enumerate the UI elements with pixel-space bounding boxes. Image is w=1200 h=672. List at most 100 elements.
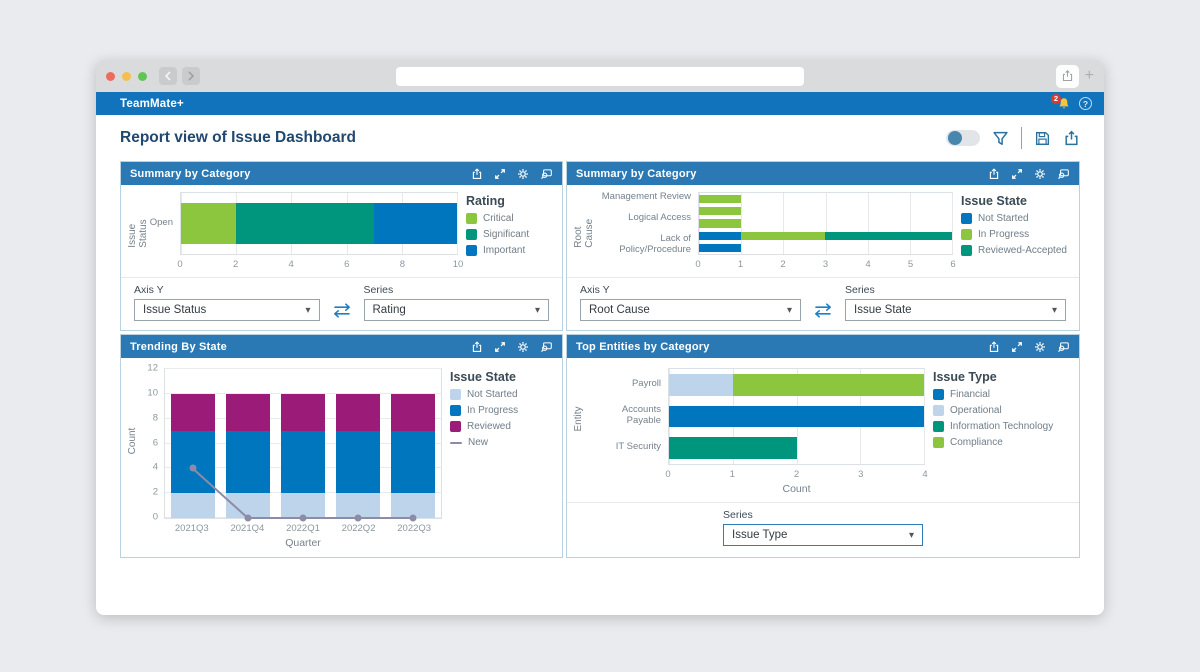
series-value: Issue State	[854, 304, 912, 316]
chart-legend: Issue State Not Started In Progress Reviewe…	[442, 368, 554, 550]
filter-icon	[993, 131, 1008, 145]
chevron-down-icon: ▾	[534, 304, 540, 316]
expand-icon[interactable]	[1011, 168, 1023, 180]
chart-legend: Rating Critical Significant Important	[458, 192, 554, 271]
legend-title: Rating	[466, 194, 505, 208]
legend-entry[interactable]: Compliance	[933, 437, 1071, 448]
axis-y-label: Axis Y	[134, 284, 164, 296]
chart-controls: Axis Y Issue Status ▾ Series Rating	[121, 277, 562, 330]
notification-bell-icon	[1059, 97, 1069, 108]
export-icon[interactable]	[471, 340, 483, 353]
legend-title: Issue Type	[933, 370, 997, 384]
legend-entry[interactable]: Significant	[466, 229, 554, 240]
chart-legend: Issue Type Financial Operational Informatio…	[925, 368, 1071, 496]
legend-entry[interactable]: Reviewed	[450, 421, 554, 432]
search-data-icon[interactable]	[1057, 341, 1070, 353]
series-label: Series	[845, 284, 875, 296]
back-button[interactable]	[159, 67, 177, 85]
axis-y-select[interactable]: Root Cause ▾	[580, 299, 801, 321]
chart-controls: Series Issue Type ▾	[567, 502, 1079, 557]
chevron-down-icon: ▾	[305, 304, 311, 316]
series-select[interactable]: Rating ▾	[363, 299, 549, 321]
filter-button[interactable]	[992, 130, 1009, 147]
series-label: Series	[363, 284, 394, 296]
save-icon	[1035, 131, 1050, 145]
expand-icon[interactable]	[494, 341, 506, 353]
browser-chrome: +	[96, 60, 1104, 92]
legend-entry[interactable]: Financial	[933, 389, 1071, 400]
legend-title: Issue State	[450, 370, 517, 384]
legend-entry[interactable]: In Progress	[961, 229, 1071, 240]
swap-axes-button[interactable]	[811, 303, 835, 321]
swap-axes-icon	[333, 303, 350, 318]
address-bar[interactable]	[396, 66, 804, 86]
settings-icon[interactable]	[517, 168, 529, 180]
swap-axes-button[interactable]	[330, 303, 354, 321]
panel-top-entities-by-category: Top Entities by Category Entity Payroll A…	[566, 334, 1080, 558]
chart-top-entities: Entity Payroll Accounts Payable IT Securit…	[573, 368, 928, 496]
series-select[interactable]: Issue Type ▾	[723, 524, 923, 546]
legend-title: Issue State	[961, 194, 1028, 208]
preview-toggle[interactable]	[946, 130, 980, 146]
axis-y-value: Root Cause	[589, 304, 650, 316]
legend-entry[interactable]: Not Started	[450, 389, 554, 400]
search-data-icon[interactable]	[540, 341, 553, 353]
share-icon	[1062, 70, 1072, 81]
help-icon[interactable]: ?	[1079, 97, 1092, 110]
chart-summary-by-root-cause: Root Cause Management Review Logical Acce…	[573, 191, 956, 270]
legend-entry[interactable]: Information Technology	[933, 421, 1071, 432]
traffic-light-minimize[interactable]	[122, 71, 131, 81]
settings-icon[interactable]	[1034, 168, 1046, 180]
chart-controls: Axis Y Root Cause ▾ Series Issue State	[567, 277, 1079, 330]
panel-title: Summary by Category	[576, 167, 697, 180]
chevron-right-icon	[188, 71, 195, 81]
search-data-icon[interactable]	[540, 168, 553, 180]
export-icon	[1065, 130, 1078, 145]
swap-axes-icon	[815, 303, 831, 318]
traffic-light-close[interactable]	[106, 71, 115, 81]
legend-entry[interactable]: Not Started	[961, 213, 1071, 224]
forward-button[interactable]	[182, 67, 200, 85]
export-icon[interactable]	[988, 340, 1000, 353]
expand-icon[interactable]	[1011, 341, 1023, 353]
chart-legend: Issue State Not Started In Progress Reviewe…	[953, 192, 1071, 271]
series-value: Rating	[372, 304, 406, 316]
panel-title: Trending By State	[130, 340, 227, 353]
legend-entry[interactable]: New	[450, 437, 554, 448]
share-button[interactable]	[1055, 64, 1079, 88]
export-button[interactable]	[1063, 130, 1080, 147]
panel-summary-by-category-2: Summary by Category Root Cause Managemen…	[566, 161, 1080, 331]
export-icon[interactable]	[988, 167, 1000, 180]
toggle-knob	[948, 131, 962, 145]
axis-y-value: Issue Status	[143, 304, 207, 316]
axis-y-label: Axis Y	[580, 284, 610, 296]
legend-entry[interactable]: Operational	[933, 405, 1071, 416]
notifications-button[interactable]: 2	[1051, 93, 1071, 111]
new-tab-icon[interactable]: +	[1084, 67, 1094, 84]
page-title: Report view of Issue Dashboard	[120, 129, 356, 146]
chart-trending-by-state: Count 0 2 4 6 8 10 12 2021Q3 2021Q4 2022Q1 2022Q2…	[127, 363, 442, 550]
app-title: TeamMate+	[120, 97, 184, 110]
chevron-down-icon: ▾	[1051, 304, 1057, 316]
dashboard-content: Report view of Issue Dashboard Summa	[96, 115, 1104, 615]
save-button[interactable]	[1034, 130, 1051, 147]
settings-icon[interactable]	[517, 341, 529, 353]
series-label: Series	[723, 509, 753, 521]
settings-icon[interactable]	[1034, 341, 1046, 353]
export-icon[interactable]	[471, 167, 483, 180]
legend-entry[interactable]: Critical	[466, 213, 554, 224]
legend-entry[interactable]: In Progress	[450, 405, 554, 416]
legend-entry[interactable]: Reviewed-Accepted	[961, 245, 1071, 256]
series-select[interactable]: Issue State ▾	[845, 299, 1066, 321]
notification-badge: 2	[1051, 93, 1061, 104]
traffic-light-zoom[interactable]	[138, 71, 147, 81]
axis-y-select[interactable]: Issue Status ▾	[134, 299, 320, 321]
chart-summary-by-rating: Issue Status Open 0 2 4 6 8 10	[127, 192, 463, 271]
legend-entry[interactable]: Important	[466, 245, 554, 256]
chevron-down-icon: ▾	[786, 304, 792, 316]
panel-trending-by-state: Trending By State Count 0 2 4 6 8 10 12 2021Q3…	[120, 334, 563, 558]
search-data-icon[interactable]	[1057, 168, 1070, 180]
expand-icon[interactable]	[494, 168, 506, 180]
series-value: Issue Type	[732, 529, 788, 541]
